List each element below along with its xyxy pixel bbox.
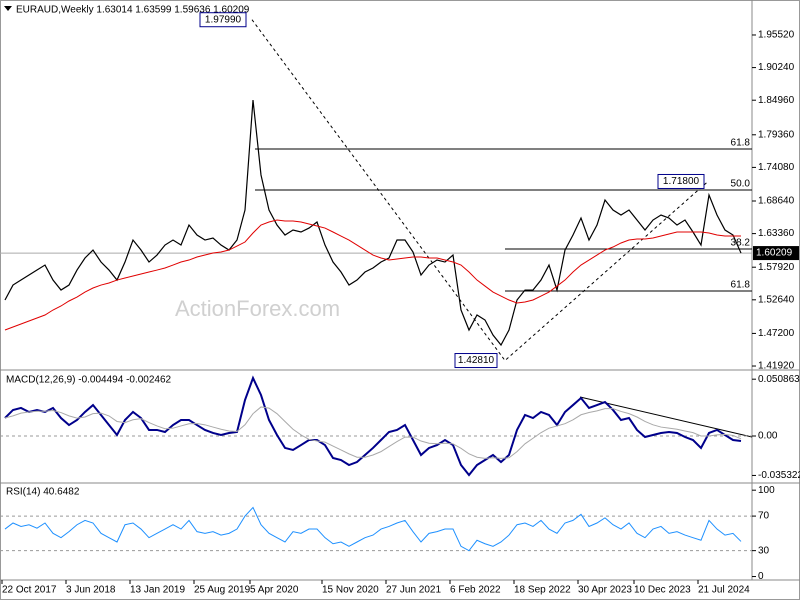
y-tick-label: 0.00: [758, 431, 778, 442]
swing-label: 1.71800: [663, 176, 700, 187]
rsi-title: RSI(14) 40.6482: [6, 487, 80, 498]
y-tick-label: 1.63360: [758, 228, 795, 239]
x-tick-label: 25 Aug 2019: [194, 585, 251, 596]
x-tick-label: 10 Dec 2023: [634, 585, 691, 596]
series-line: [4, 219, 741, 331]
x-tick-label: 5 Apr 2020: [250, 585, 299, 596]
swing-label: 1.42810: [458, 355, 495, 366]
fib-label: 38.2: [731, 238, 751, 249]
y-tick-label: 1.68640: [758, 196, 795, 207]
y-tick-label: 0.050863: [758, 374, 800, 385]
swing-label: 1.97990: [205, 14, 242, 25]
y-tick-label: 1.84960: [758, 95, 795, 106]
series-line: [4, 375, 742, 477]
y-tick-label: 1.41920: [758, 361, 795, 372]
swing-box: [199, 12, 247, 28]
y-tick-label: 1.79360: [758, 129, 795, 140]
swing-box: [454, 353, 498, 369]
y-tick-label: 1.90240: [758, 62, 795, 73]
watermark: ActionForex.com: [175, 296, 340, 321]
macd-title: MACD(12,26,9) -0.004494 -0.002462: [6, 375, 172, 386]
last-price-label: 1.60209: [756, 248, 793, 259]
menu-icon: [4, 6, 12, 11]
x-tick-label: 6 Feb 2022: [450, 585, 501, 596]
fib-label: 61.8: [731, 138, 751, 149]
x-tick-label: 21 Jul 2024: [698, 585, 750, 596]
y-tick-label: 70: [758, 511, 770, 522]
x-tick-label: 18 Sep 2022: [514, 585, 571, 596]
x-tick-label: 27 Jun 2021: [386, 585, 441, 596]
y-tick-label: 0: [758, 571, 764, 582]
fib-label: 50.0: [731, 179, 751, 190]
y-tick-label: 1.57920: [758, 262, 795, 273]
y-tick-label: 30: [758, 545, 770, 556]
series-line: [4, 506, 742, 552]
x-tick-label: 13 Jan 2019: [130, 585, 185, 596]
y-tick-label: 1.74080: [758, 162, 795, 173]
y-tick-label: 1.95520: [758, 30, 795, 41]
fib-label: 61.8: [731, 280, 751, 291]
swing-box: [657, 173, 705, 189]
macd-trendline: [579, 396, 753, 438]
chart-title: EURAUD,Weekly 1.63014 1.63599 1.59636 1.…: [16, 5, 250, 16]
y-tick-label: 100: [758, 485, 775, 496]
series-line: [4, 99, 742, 347]
x-tick-label: 3 Jun 2018: [66, 585, 116, 596]
last-price-box: [753, 246, 799, 261]
series-line: [4, 406, 742, 459]
y-tick-label: 1.52640: [758, 294, 795, 305]
y-tick-label: -0.035322: [758, 470, 800, 481]
y-tick-label: 1.47200: [758, 328, 795, 339]
x-tick-label: 30 Apr 2023: [578, 585, 632, 596]
x-tick-label: 15 Nov 2020: [322, 585, 379, 596]
x-tick-label: 22 Oct 2017: [2, 585, 57, 596]
